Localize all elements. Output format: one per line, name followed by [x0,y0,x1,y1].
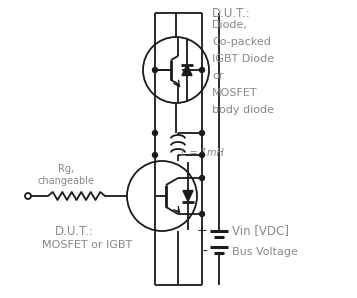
Circle shape [200,153,205,158]
Text: IGBT Diode: IGBT Diode [212,54,274,64]
Text: Diode,: Diode, [212,20,248,30]
Text: -: - [202,245,207,259]
Text: Co-packed: Co-packed [212,37,271,47]
Polygon shape [182,64,192,75]
Text: D.U.T.:: D.U.T.: [55,225,94,238]
Circle shape [152,153,157,158]
Text: L = 1mH: L = 1mH [181,148,224,158]
Text: Vin [VDC]: Vin [VDC] [232,224,289,238]
Circle shape [152,131,157,136]
Text: D.U.T.:: D.U.T.: [212,7,251,20]
Circle shape [200,212,205,217]
Text: MOSFET or IGBT: MOSFET or IGBT [42,240,132,250]
Text: +: + [196,224,207,238]
Text: Bus Voltage: Bus Voltage [232,247,298,257]
Text: or: or [212,71,223,81]
Circle shape [200,68,205,72]
Text: Rg,
changeable: Rg, changeable [38,164,95,186]
Text: body diode: body diode [212,105,274,115]
Text: MOSFET: MOSFET [212,88,258,98]
Circle shape [200,176,205,181]
Polygon shape [183,190,193,201]
Circle shape [200,131,205,136]
Circle shape [152,68,157,72]
